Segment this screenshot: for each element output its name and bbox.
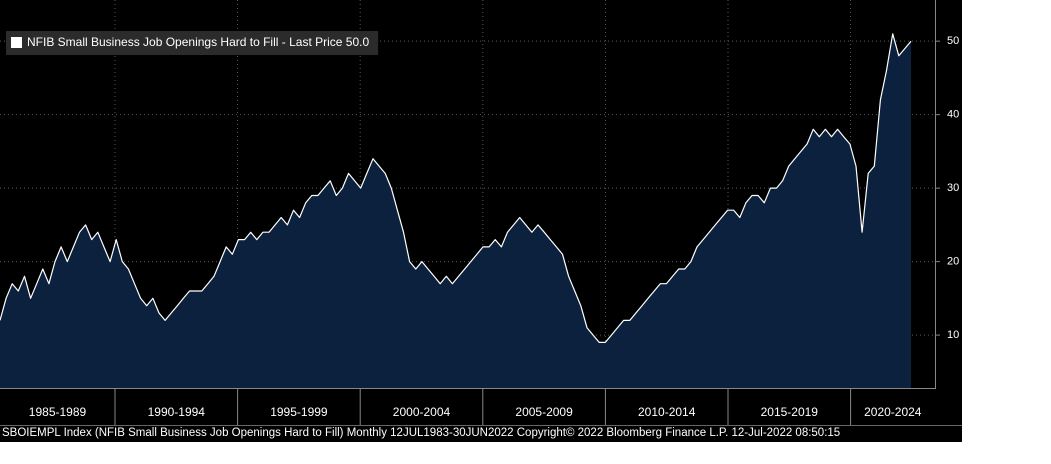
x-tick-label: 1990-1994 — [148, 405, 206, 419]
x-axis-line — [0, 388, 936, 389]
y-tick-label: 30 — [947, 182, 959, 194]
x-tick-label: 1985-1989 — [29, 405, 87, 419]
legend-box — [6, 31, 379, 55]
y-axis-line — [935, 0, 936, 388]
legend-label: NFIB Small Business Job Openings Hard to… — [27, 35, 369, 49]
source-footer: SBOIEMPL Index (NFIB Small Business Job … — [2, 427, 840, 439]
area — [0, 33, 911, 389]
y-tick-label: 20 — [947, 256, 959, 268]
x-tick-label: 2010-2014 — [638, 405, 696, 419]
y-tick-label: 50 — [947, 35, 959, 47]
x-tick-label: 2020-2024 — [864, 405, 922, 419]
y-tick-label: 10 — [947, 329, 959, 341]
x-tick-label: 2005-2009 — [515, 405, 573, 419]
x-tick-label: 2000-2004 — [393, 405, 451, 419]
x-tick-label: 1995-1999 — [270, 405, 328, 419]
legend-swatch — [11, 37, 22, 48]
line — [0, 33, 912, 343]
legend: NFIB Small Business Job Openings Hard to… — [6, 31, 379, 55]
footer-divider — [0, 425, 962, 426]
x-tick-label: 2015-2019 — [761, 405, 819, 419]
y-tick-label: 40 — [947, 109, 959, 121]
